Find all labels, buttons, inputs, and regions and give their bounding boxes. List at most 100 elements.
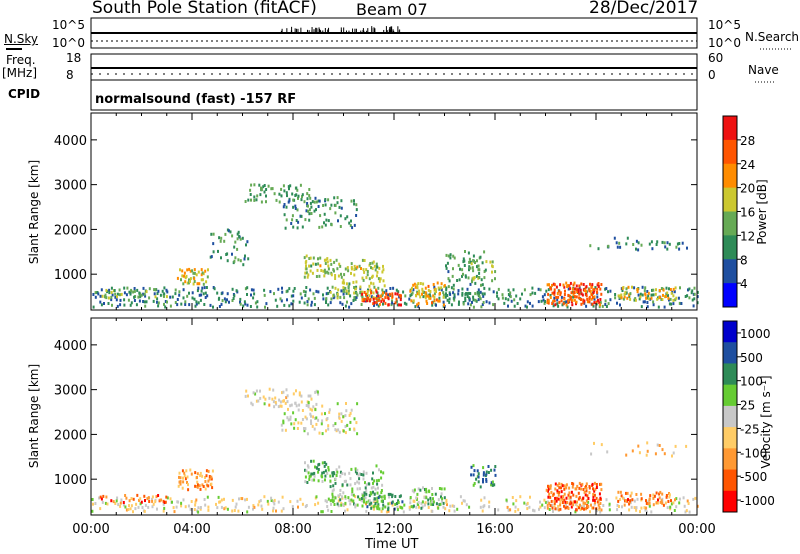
heatmap-cell xyxy=(543,498,546,502)
heatmap-cell xyxy=(292,294,295,298)
heatmap-cell xyxy=(600,488,603,492)
heatmap-cell xyxy=(288,304,291,308)
heatmap-cell xyxy=(224,232,227,236)
heatmap-cell xyxy=(373,285,376,289)
heatmap-cell xyxy=(339,264,342,268)
heatmap-cell xyxy=(471,300,473,304)
heatmap-cell xyxy=(163,294,165,298)
heatmap-cell xyxy=(649,297,652,301)
heatmap-cell xyxy=(341,302,344,306)
heatmap-cell xyxy=(467,291,470,295)
heatmap-cell xyxy=(523,501,526,505)
heatmap-cell xyxy=(488,287,491,291)
nsky-label: N.Sky xyxy=(4,32,39,46)
heatmap-cell xyxy=(471,280,473,284)
heatmap-cell xyxy=(324,198,327,201)
heatmap-cell xyxy=(345,289,348,293)
heatmap-cell xyxy=(270,187,273,191)
heatmap-cell xyxy=(209,303,212,307)
heatmap-cell xyxy=(381,297,384,301)
heatmap-cell xyxy=(373,492,376,496)
heatmap-cell xyxy=(358,497,361,501)
heatmap-cell xyxy=(202,485,205,488)
heatmap-cell xyxy=(466,295,469,298)
heatmap-cell xyxy=(247,394,249,398)
heatmap-cell xyxy=(419,295,422,299)
heatmap-cell xyxy=(664,501,667,505)
heatmap-cell xyxy=(477,475,480,479)
heatmap-cell xyxy=(387,297,390,301)
heatmap-cell xyxy=(420,506,423,510)
heatmap-cell xyxy=(565,300,568,304)
heatmap-cell xyxy=(663,452,666,456)
heatmap-cell xyxy=(626,236,629,240)
heatmap-cell xyxy=(290,403,293,407)
heatmap-cell xyxy=(347,292,350,296)
heatmap-cell xyxy=(472,276,475,280)
heatmap-cell xyxy=(194,304,197,308)
heatmap-cell xyxy=(260,504,263,508)
heatmap-cell xyxy=(374,487,377,491)
heatmap-cell xyxy=(494,270,497,274)
heatmap-cell xyxy=(344,501,347,505)
heatmap-cell xyxy=(444,507,447,511)
heatmap-cell xyxy=(533,509,536,513)
heatmap-cell xyxy=(672,451,675,455)
heatmap-cell xyxy=(688,287,691,291)
heatmap-cell xyxy=(263,190,266,194)
heatmap-cell xyxy=(571,299,574,302)
heatmap-cell xyxy=(594,286,597,290)
heatmap-cell xyxy=(624,291,627,295)
heatmap-cell xyxy=(278,192,281,196)
heatmap-cell xyxy=(534,291,537,295)
heatmap-cell xyxy=(291,505,294,509)
heatmap-cell xyxy=(282,205,285,209)
heatmap-cell xyxy=(531,304,534,308)
heatmap-cell xyxy=(315,200,318,204)
heatmap-cell xyxy=(300,400,303,404)
heatmap-cell xyxy=(221,291,224,295)
heatmap-cell xyxy=(474,298,477,302)
heatmap-cell xyxy=(308,475,311,479)
heatmap-cell xyxy=(531,291,534,295)
heatmap-cell xyxy=(297,421,300,425)
heatmap-cell xyxy=(490,468,493,472)
heatmap-cell xyxy=(652,503,655,507)
heatmap-cell xyxy=(666,241,669,245)
heatmap-cell xyxy=(298,391,301,395)
heatmap-cell xyxy=(287,407,289,411)
heatmap-cell xyxy=(334,428,337,432)
heatmap-cell xyxy=(501,296,504,300)
heatmap-cell xyxy=(330,297,333,301)
velocity-colorbar-tick-label: 25 xyxy=(740,399,755,413)
heatmap-cell xyxy=(370,492,373,496)
heatmap-cell xyxy=(130,301,133,305)
heatmap-cell xyxy=(340,419,343,423)
heatmap-cell xyxy=(665,286,668,290)
heatmap-cell xyxy=(315,402,318,406)
heatmap-cell xyxy=(144,294,147,298)
heatmap-cell xyxy=(549,495,552,499)
heatmap-cell xyxy=(234,256,237,260)
heatmap-cell xyxy=(255,389,258,393)
heatmap-cell xyxy=(553,504,556,507)
heatmap-cell xyxy=(609,298,612,302)
heatmap-cell xyxy=(377,298,380,302)
heatmap-cell xyxy=(340,412,343,416)
heatmap-cell xyxy=(514,505,517,509)
heatmap-cell xyxy=(464,250,466,253)
heatmap-cell xyxy=(115,499,118,503)
heatmap-cell xyxy=(391,299,393,303)
heatmap-cell xyxy=(307,401,310,405)
heatmap-cell xyxy=(141,506,144,509)
heatmap-cell xyxy=(288,199,291,203)
heatmap-cell xyxy=(458,278,461,282)
heatmap-cell xyxy=(377,478,380,482)
heatmap-cell xyxy=(652,300,655,304)
heatmap-cell xyxy=(203,498,206,501)
heatmap-cell xyxy=(575,487,578,491)
heatmap-cell xyxy=(512,502,515,506)
heatmap-cell xyxy=(551,503,554,507)
heatmap-cell xyxy=(336,292,339,296)
